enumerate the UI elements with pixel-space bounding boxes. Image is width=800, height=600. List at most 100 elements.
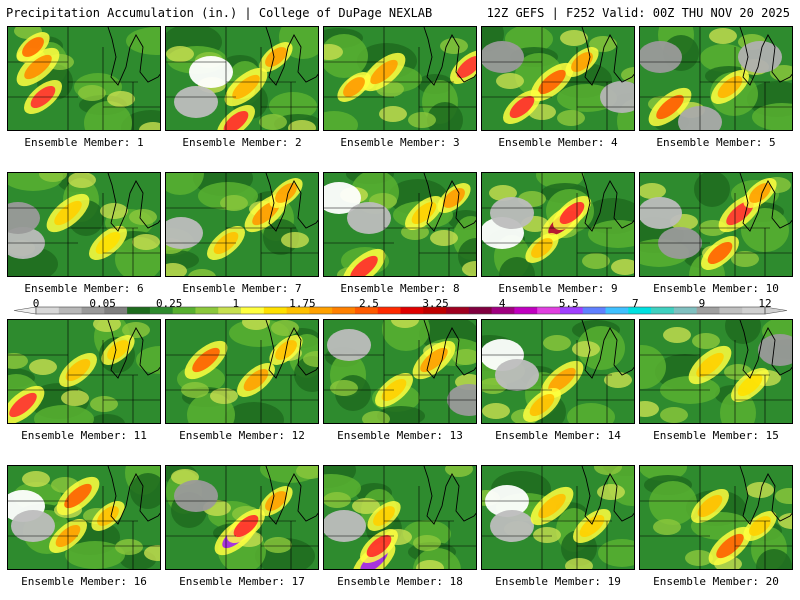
legend-swatch <box>491 307 515 314</box>
precip-map <box>482 320 634 423</box>
precip-map <box>166 466 318 569</box>
member-map-panel <box>7 465 161 570</box>
legend-tick-label: 0.25 <box>155 297 183 310</box>
member-label: Ensemble Member: 17 <box>179 575 305 588</box>
legend-swatch <box>377 307 401 314</box>
legend-swatch <box>263 307 288 314</box>
precip-map <box>8 173 160 276</box>
member-map-panel <box>165 26 319 131</box>
precip-map <box>324 466 476 569</box>
member-label: Ensemble Member: 9 <box>498 282 618 295</box>
legend-tick-label: 3.25 <box>422 297 449 310</box>
member-map-panel <box>7 319 161 424</box>
member-label: Ensemble Member: 20 <box>653 575 779 588</box>
legend-swatch <box>651 307 675 314</box>
legend-tick-label: 5.5 <box>558 297 579 310</box>
member-map-panel <box>639 172 793 277</box>
member-label: Ensemble Member: 15 <box>653 429 779 442</box>
legend-swatch <box>104 307 128 314</box>
color-legend <box>13 306 788 315</box>
member-map-panel <box>323 172 477 277</box>
precip-map <box>640 173 792 276</box>
precip-map <box>8 320 160 423</box>
legend-swatch <box>127 307 151 314</box>
run-info: 12Z GEFS | F252 Valid: 00Z THU NOV 20 20… <box>486 6 790 20</box>
legend-swatch <box>309 307 333 314</box>
member-map-panel <box>7 26 161 131</box>
legend-swatch <box>423 307 447 314</box>
legend-tick-label: 1 <box>232 297 240 310</box>
member-map-panel <box>323 465 477 570</box>
legend-swatch <box>400 307 424 314</box>
legend-swatch <box>332 307 356 314</box>
member-label: Ensemble Member: 1 <box>24 136 144 149</box>
member-label: Ensemble Member: 10 <box>653 282 779 295</box>
legend-swatch <box>354 307 379 314</box>
member-map-panel <box>323 26 477 131</box>
member-map-panel <box>165 319 319 424</box>
member-label: Ensemble Member: 4 <box>498 136 618 149</box>
legend-swatch <box>696 307 720 314</box>
legend-swatch <box>195 307 219 314</box>
member-map-panel <box>481 319 635 424</box>
legend-tick-label: 2.5 <box>359 297 379 310</box>
precip-map <box>324 320 476 423</box>
legend-swatch <box>582 307 607 314</box>
legend-swatch <box>286 307 310 314</box>
member-label: Ensemble Member: 3 <box>340 136 460 149</box>
precip-map <box>640 27 792 130</box>
legend-tick-label: 12 <box>758 297 772 310</box>
member-label: Ensemble Member: 11 <box>21 429 147 442</box>
member-label: Ensemble Member: 5 <box>656 136 776 149</box>
member-label: Ensemble Member: 2 <box>182 136 302 149</box>
precip-map <box>482 173 634 276</box>
chart-title: Precipitation Accumulation (in.) | Colle… <box>6 6 433 20</box>
legend-swatch <box>446 307 470 314</box>
precip-map <box>482 27 634 130</box>
member-label: Ensemble Member: 7 <box>182 282 302 295</box>
precip-map <box>166 173 318 276</box>
legend-swatch <box>218 307 242 314</box>
member-map-panel <box>7 172 161 277</box>
precip-map <box>482 466 634 569</box>
legend-tick-label: 9 <box>698 297 706 310</box>
member-map-panel <box>165 465 319 570</box>
legend-tick-label: 1.75 <box>289 297 316 310</box>
legend-swatch <box>719 307 743 314</box>
legend-tick-label: 0 <box>32 297 40 310</box>
member-map-panel <box>481 172 635 277</box>
member-map-panel <box>323 319 477 424</box>
precip-map <box>324 27 476 130</box>
member-label: Ensemble Member: 13 <box>337 429 463 442</box>
legend-swatch <box>514 307 538 314</box>
precip-map <box>8 466 160 569</box>
precip-map <box>166 27 318 130</box>
precip-map <box>8 27 160 130</box>
precip-map <box>640 466 792 569</box>
member-label: Ensemble Member: 16 <box>21 575 147 588</box>
legend-swatch <box>468 307 493 314</box>
legend-tick-label: 0.05 <box>89 297 116 310</box>
legend-swatch <box>742 307 766 314</box>
legend-swatch <box>81 307 105 314</box>
member-label: Ensemble Member: 18 <box>337 575 463 588</box>
legend-tick-label: 4 <box>498 297 506 310</box>
member-map-panel <box>481 26 635 131</box>
member-map-panel <box>639 465 793 570</box>
legend-swatch <box>241 307 265 314</box>
legend-swatch <box>149 307 174 314</box>
legend-swatch <box>628 307 652 314</box>
precip-map <box>166 320 318 423</box>
legend-swatch <box>58 307 83 314</box>
member-map-panel <box>165 172 319 277</box>
member-map-panel <box>639 26 793 131</box>
legend-swatch <box>36 307 60 314</box>
member-label: Ensemble Member: 12 <box>179 429 305 442</box>
member-map-panel <box>639 319 793 424</box>
legend-swatch <box>172 307 196 314</box>
legend-swatch <box>537 307 561 314</box>
member-label: Ensemble Member: 14 <box>495 429 621 442</box>
member-label: Ensemble Member: 8 <box>340 282 460 295</box>
legend-swatch <box>673 307 698 314</box>
member-label: Ensemble Member: 6 <box>24 282 144 295</box>
